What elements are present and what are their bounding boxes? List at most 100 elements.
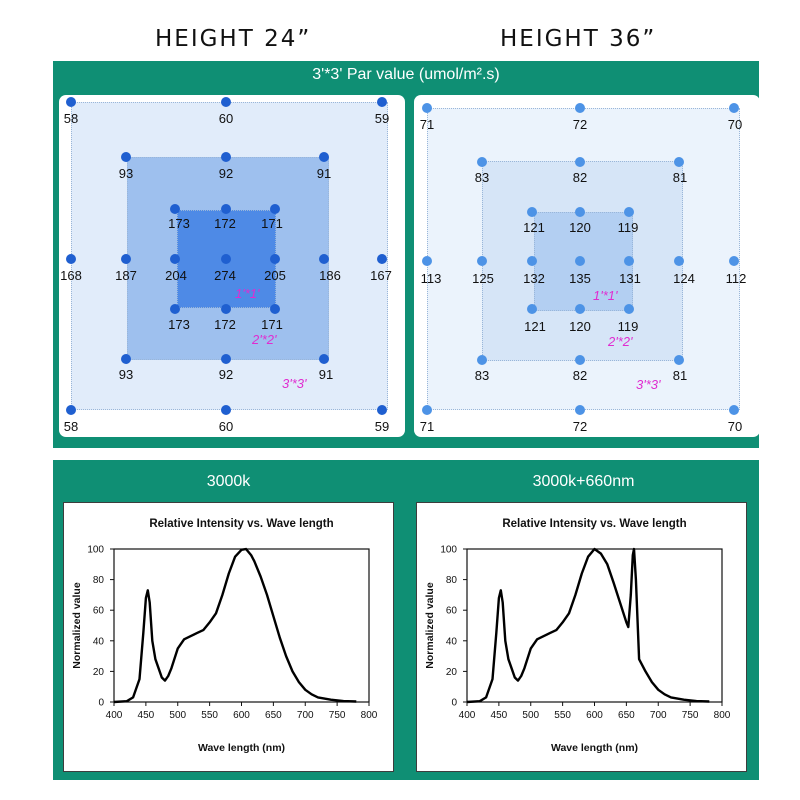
sensor-point: [121, 254, 131, 264]
sensor-point: [477, 256, 487, 266]
sensor-point: [575, 157, 585, 167]
par-value: 125: [472, 271, 494, 286]
sensor-point: [221, 97, 231, 107]
x-tick-label: 600: [586, 710, 603, 721]
sensor-point: [674, 157, 684, 167]
sensor-point: [624, 304, 634, 314]
x-tick-label: 600: [233, 710, 250, 721]
par-value: 205: [264, 268, 286, 283]
sensor-point: [422, 103, 432, 113]
y-tick-label: 20: [93, 667, 105, 678]
zone-1x1-label: 1'*1': [593, 288, 618, 303]
zone-3x3-label: 3'*3': [282, 376, 307, 391]
heading-height-36: HEIGHT 36”: [500, 26, 657, 52]
sensor-point: [221, 254, 231, 264]
sensor-point: [270, 204, 280, 214]
sensor-point: [477, 355, 487, 365]
par-value: 171: [261, 317, 283, 332]
par-value: 120: [569, 220, 591, 235]
par-value: 70: [727, 117, 743, 132]
par-value: 204: [165, 268, 187, 283]
y-tick-label: 80: [93, 575, 105, 586]
sensor-point: [674, 256, 684, 266]
sensor-point: [170, 254, 180, 264]
x-tick-label: 500: [522, 710, 539, 721]
sensor-point: [575, 405, 585, 415]
spectrum-chart-3000k: Relative Intensity vs. Wave length 400 450…: [63, 502, 394, 772]
sensor-point: [674, 355, 684, 365]
x-tick-label: 650: [618, 710, 635, 721]
sensor-point: [170, 204, 180, 214]
y-tick-label: 100: [440, 545, 457, 556]
x-axis-label: Wave length (nm): [198, 742, 285, 754]
x-tick-label: 400: [106, 710, 123, 721]
sensor-point: [319, 152, 329, 162]
par-value: 91: [316, 166, 332, 181]
sensor-point: [319, 254, 329, 264]
y-tick-label: 60: [93, 606, 105, 617]
par-value: 60: [218, 419, 234, 434]
par-value: 124: [673, 271, 695, 286]
par-value: 187: [115, 268, 137, 283]
par-value: 82: [572, 368, 588, 383]
sensor-point: [66, 254, 76, 264]
par-value: 172: [214, 216, 236, 231]
sensor-point: [575, 207, 585, 217]
sensor-point: [270, 254, 280, 264]
par-panel: 3'*3' Par value (umol/m².s) 58 60 59 9: [53, 61, 760, 448]
par-value: 171: [261, 216, 283, 231]
sensor-point: [575, 103, 585, 113]
y-tick-label: 80: [446, 575, 458, 586]
par-value: 70: [727, 419, 743, 434]
par-value: 120: [569, 319, 591, 334]
sensor-point: [575, 304, 585, 314]
par-title: 3'*3' Par value (umol/m².s): [312, 66, 500, 83]
x-tick-label: 700: [297, 710, 314, 721]
x-tick-label: 650: [265, 710, 282, 721]
sensor-point: [121, 152, 131, 162]
par-value: 112: [725, 271, 747, 286]
x-axis-label: Wave length (nm): [551, 742, 638, 754]
x-tick-label: 750: [329, 710, 346, 721]
sensor-point: [170, 304, 180, 314]
sensor-point: [377, 405, 387, 415]
sensor-point: [624, 207, 634, 217]
x-tick-label: 450: [491, 710, 508, 721]
sensor-point: [729, 405, 739, 415]
par-value: 113: [420, 271, 442, 286]
par-value: 81: [672, 170, 688, 185]
sensor-point: [624, 256, 634, 266]
par-value: 135: [569, 271, 591, 286]
par-value: 132: [523, 271, 545, 286]
chart-title: Relative Intensity vs. Wave length: [149, 518, 333, 530]
par-value: 186: [319, 268, 341, 283]
sensor-point: [66, 97, 76, 107]
sensor-point: [221, 304, 231, 314]
par-value: 119: [617, 319, 639, 334]
par-value: 173: [168, 317, 190, 332]
par-value: 72: [572, 117, 588, 132]
sensor-point: [527, 304, 537, 314]
zone-2x2-label: 2'*2': [608, 334, 633, 349]
sensor-point: [221, 152, 231, 162]
par-value: 92: [218, 367, 234, 382]
y-axis-label: Normalized value: [424, 582, 436, 669]
x-tick-label: 800: [361, 710, 378, 721]
x-tick-label: 750: [682, 710, 699, 721]
par-value: 93: [118, 166, 134, 181]
y-tick-label: 40: [93, 636, 105, 647]
spectrum-label-3000k-660nm: 3000k+660nm: [532, 473, 635, 490]
sensor-point: [422, 256, 432, 266]
sensor-point: [729, 103, 739, 113]
sensor-point: [527, 207, 537, 217]
sensor-point: [729, 256, 739, 266]
par-value: 167: [370, 268, 392, 283]
sensor-point: [121, 354, 131, 364]
par-value: 58: [63, 419, 79, 434]
y-tick-label: 100: [87, 545, 104, 556]
par-value: 274: [214, 268, 236, 283]
par-value: 121: [523, 220, 545, 235]
par-value: 71: [419, 117, 435, 132]
